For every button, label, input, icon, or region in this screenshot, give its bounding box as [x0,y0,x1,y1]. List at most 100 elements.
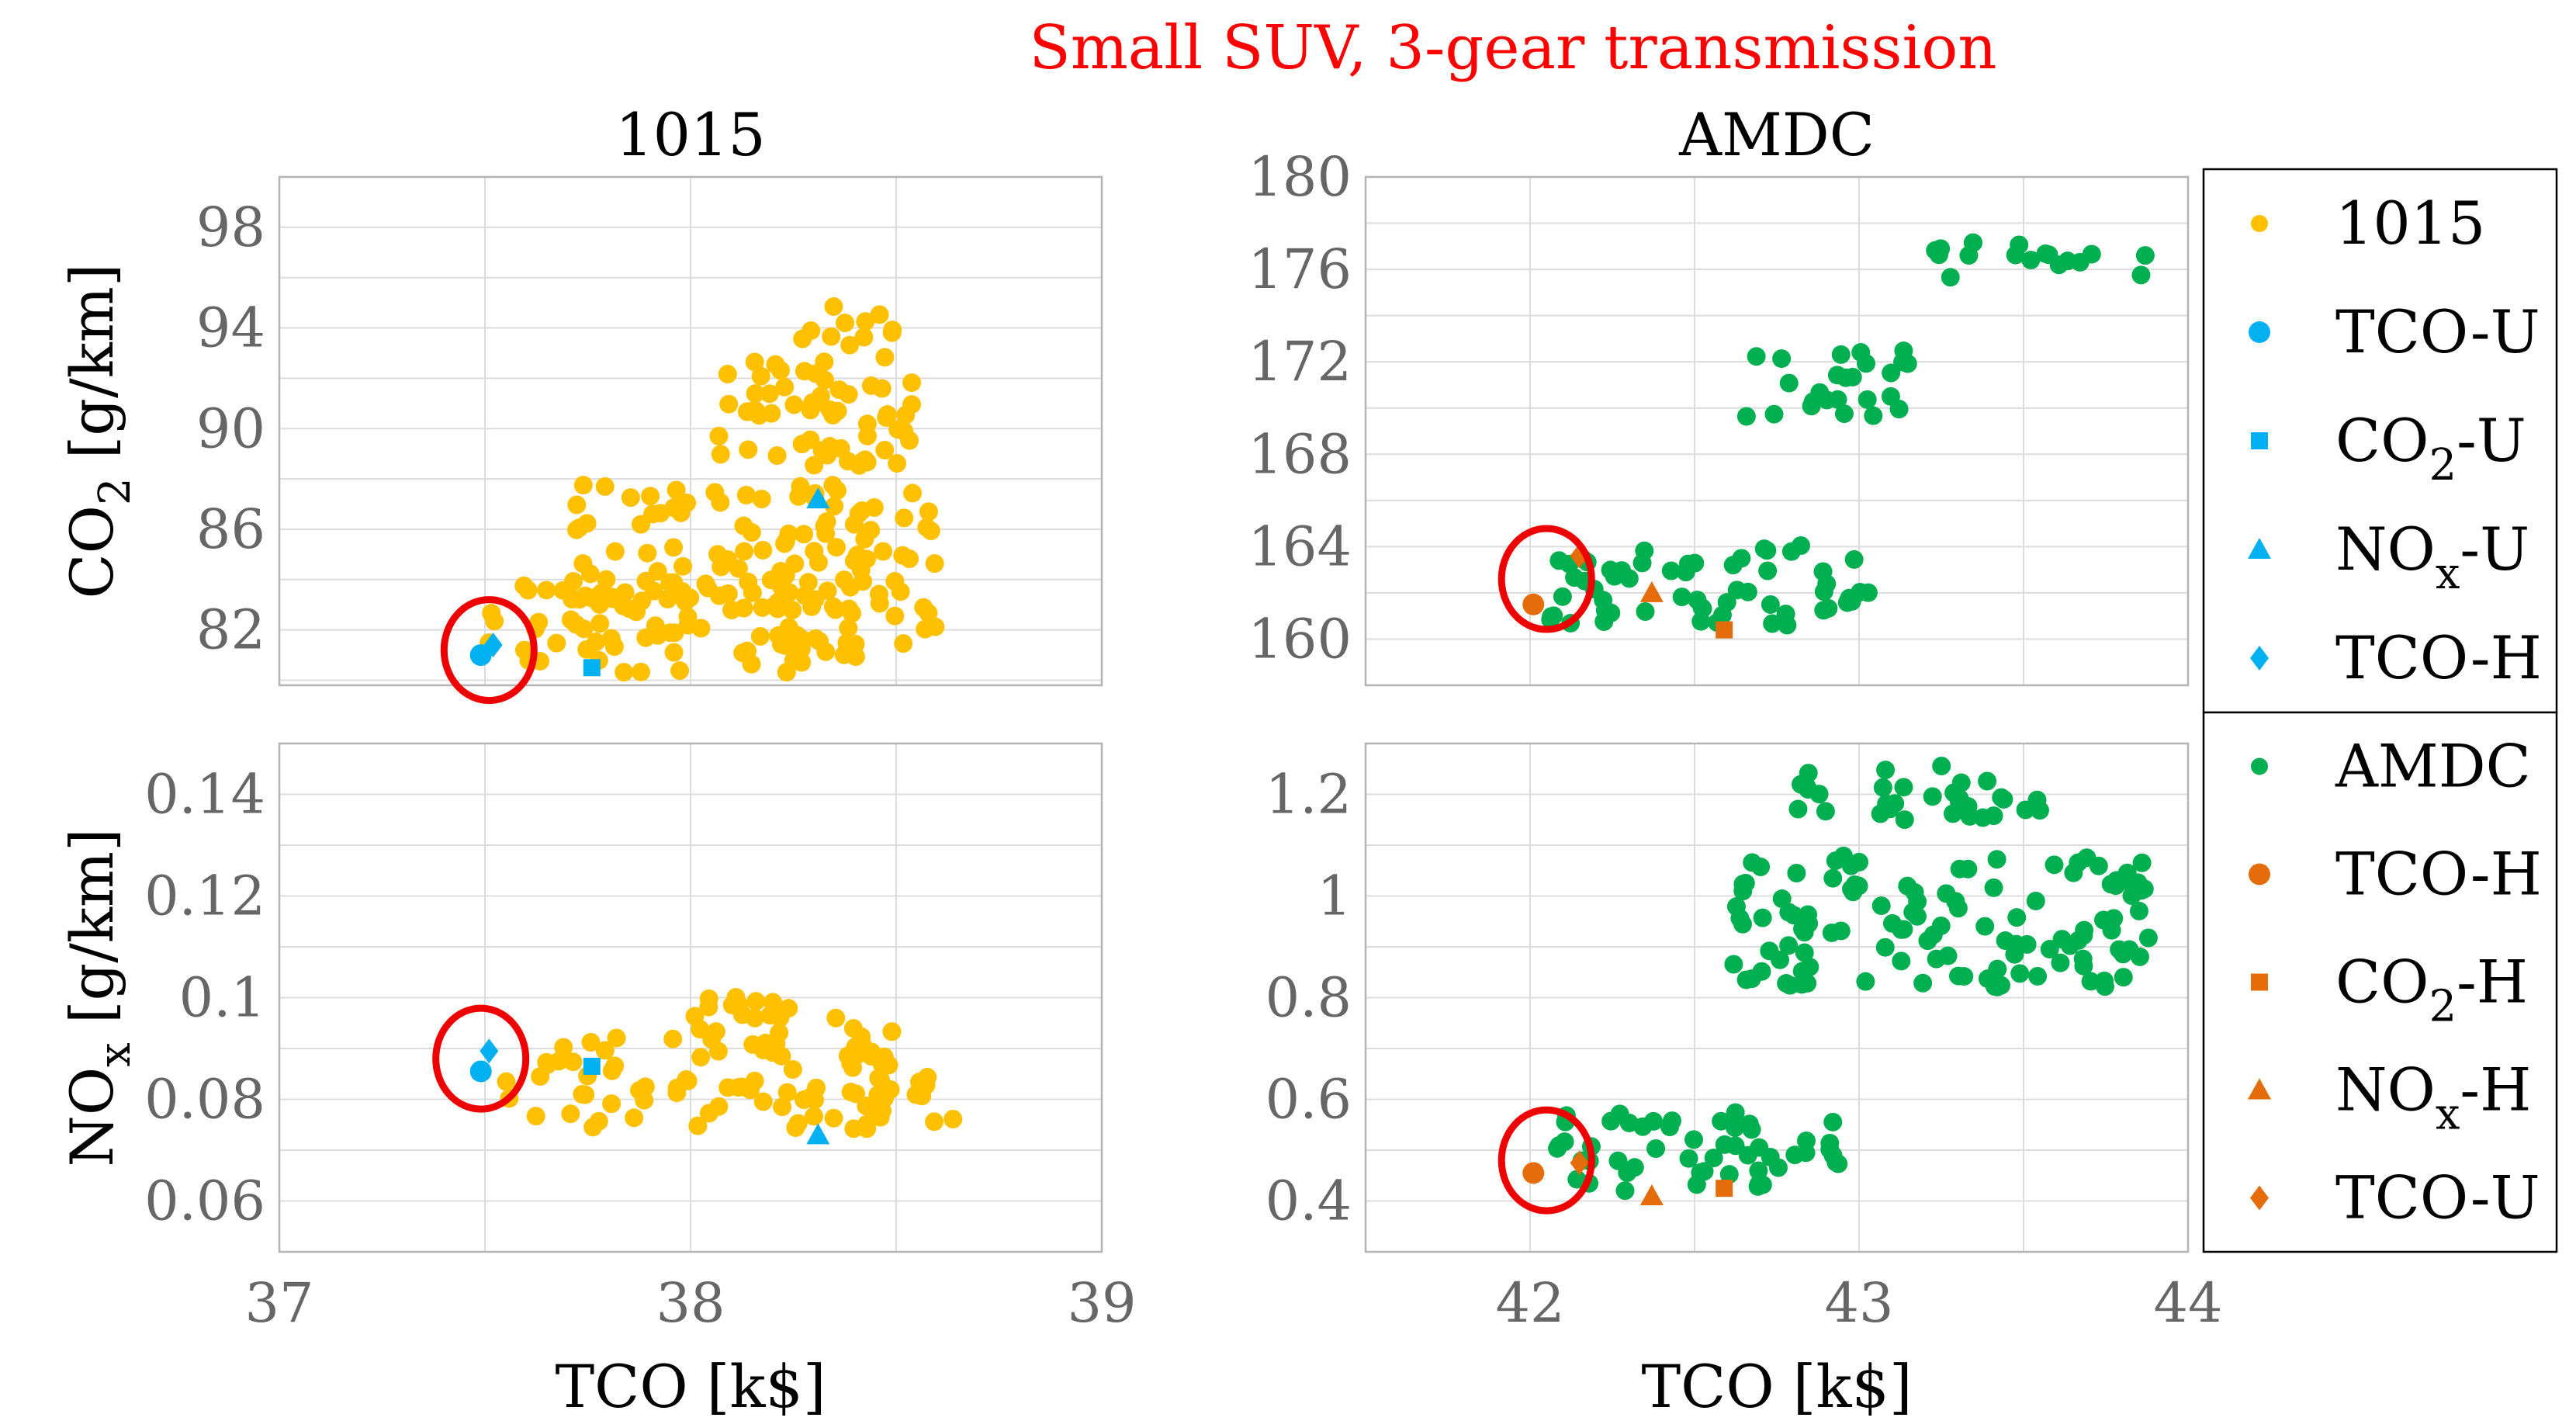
data-point [1796,776,1816,795]
data-point [763,993,783,1012]
data-point [853,1035,872,1054]
data-point [526,1107,545,1126]
data-point [1873,778,1892,797]
data-point [1732,549,1751,568]
data-point [824,297,843,317]
data-point [1800,957,1819,976]
data-point [583,1118,603,1137]
data-point [1646,1139,1666,1159]
data-point [785,554,805,574]
data-point [677,1069,696,1089]
data-point [827,480,847,500]
data-point [896,405,916,425]
data-point [2135,879,2154,899]
data-point [793,329,812,348]
data-point [943,1109,963,1128]
data-point [1736,407,1756,426]
data-point [1685,553,1705,573]
y-tick-label: 94 [196,296,265,360]
data-point [751,366,770,386]
legend-label: TCO-U [2335,297,2540,366]
point-cloud [1541,233,2155,635]
solution-marker-co2-u [583,1057,601,1075]
data-point [745,1071,764,1090]
data-point [563,1052,583,1072]
y-tick-label: 168 [1248,422,1352,486]
data-point [2070,252,2090,272]
data-point [874,1047,894,1066]
legend-marker [2250,1185,2269,1211]
data-point [718,365,737,384]
data-point [1958,797,1978,816]
data-point [1612,561,1632,581]
y-tick-label: 0.1 [179,966,265,1030]
data-point [1931,916,1951,935]
data-point [2135,246,2155,265]
data-point [2104,909,2124,928]
data-point [1785,1146,1805,1165]
data-point [664,538,684,557]
data-point [691,619,711,638]
data-point [844,1119,864,1139]
data-point [795,525,814,544]
data-point [837,633,857,653]
data-point [625,1108,644,1128]
data-point [1882,913,1902,933]
legend-label: NOx-H [2335,1055,2531,1140]
data-point [1996,931,2015,951]
legendamdc: AMDC TCO-H CO2-H NOx-H TCO-U [2202,711,2558,1253]
data-point [736,486,756,505]
legend-marker [2251,757,2268,775]
data-point [773,1097,792,1117]
data-point [595,1041,615,1060]
data-point [1743,853,1762,872]
data-point [1923,787,1942,806]
data-point [807,1078,826,1097]
figure-title: Small SUV, 3-gear transmission [1029,13,1996,83]
data-point [788,1114,808,1133]
panel-p1015co2: 82 86 90 94 98 1015 CO2 [g/km] [57,100,1103,705]
data-point [702,1030,722,1049]
data-point [826,600,845,619]
data-point [658,590,677,609]
data-point [648,562,667,581]
panel-pamdcnox: 0.4 0.6 0.8 1 1.2 42 43 44 TCO [k$] [1265,742,2223,1421]
data-point [1736,873,1755,892]
data-point [817,512,836,532]
data-point [826,1008,846,1028]
data-point [664,643,684,662]
data-point [1871,896,1891,916]
data-point [1747,347,1766,366]
data-point [621,488,640,508]
data-point [1691,1163,1710,1182]
y-tick-label: 172 [1248,330,1352,393]
data-point [636,628,656,647]
data-point [1788,799,1808,819]
data-point [1836,368,1855,387]
data-point [1726,1103,1745,1122]
data-point [597,570,616,589]
data-point [1779,936,1799,955]
data-point [784,651,803,671]
data-point [1932,756,1951,775]
data-point [2036,244,2055,263]
data-point [843,604,862,623]
data-point [861,376,881,395]
axes-frame [1364,175,2190,687]
data-point [537,581,556,600]
legend-marker [2249,321,2270,343]
axes-frame [1364,742,2190,1253]
x-tick-label: 37 [244,1271,313,1335]
data-point [1895,810,1914,830]
data-point [739,440,758,459]
data-point [919,502,938,522]
legend-label: TCO-H [2335,840,2542,909]
data-point [2114,968,2133,987]
data-point [875,440,895,459]
data-point [1740,1114,1759,1134]
data-point [1778,615,1797,635]
data-point [849,504,868,523]
data-point [615,663,634,682]
data-point [1819,598,1838,618]
data-point [885,606,905,626]
